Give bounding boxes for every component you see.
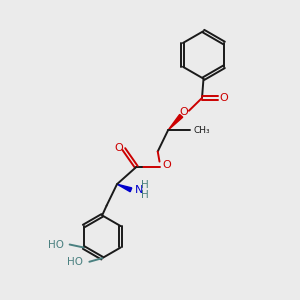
Text: HO: HO: [68, 257, 83, 267]
Text: O: O: [219, 93, 228, 103]
Text: N: N: [134, 185, 143, 195]
Polygon shape: [168, 114, 183, 130]
Text: O: O: [114, 142, 123, 153]
Text: H: H: [141, 180, 149, 190]
Polygon shape: [117, 184, 132, 192]
Text: HO: HO: [48, 239, 64, 250]
Text: H: H: [141, 190, 149, 200]
Text: O: O: [179, 107, 188, 117]
Text: O: O: [162, 160, 171, 170]
Text: CH₃: CH₃: [194, 126, 211, 135]
